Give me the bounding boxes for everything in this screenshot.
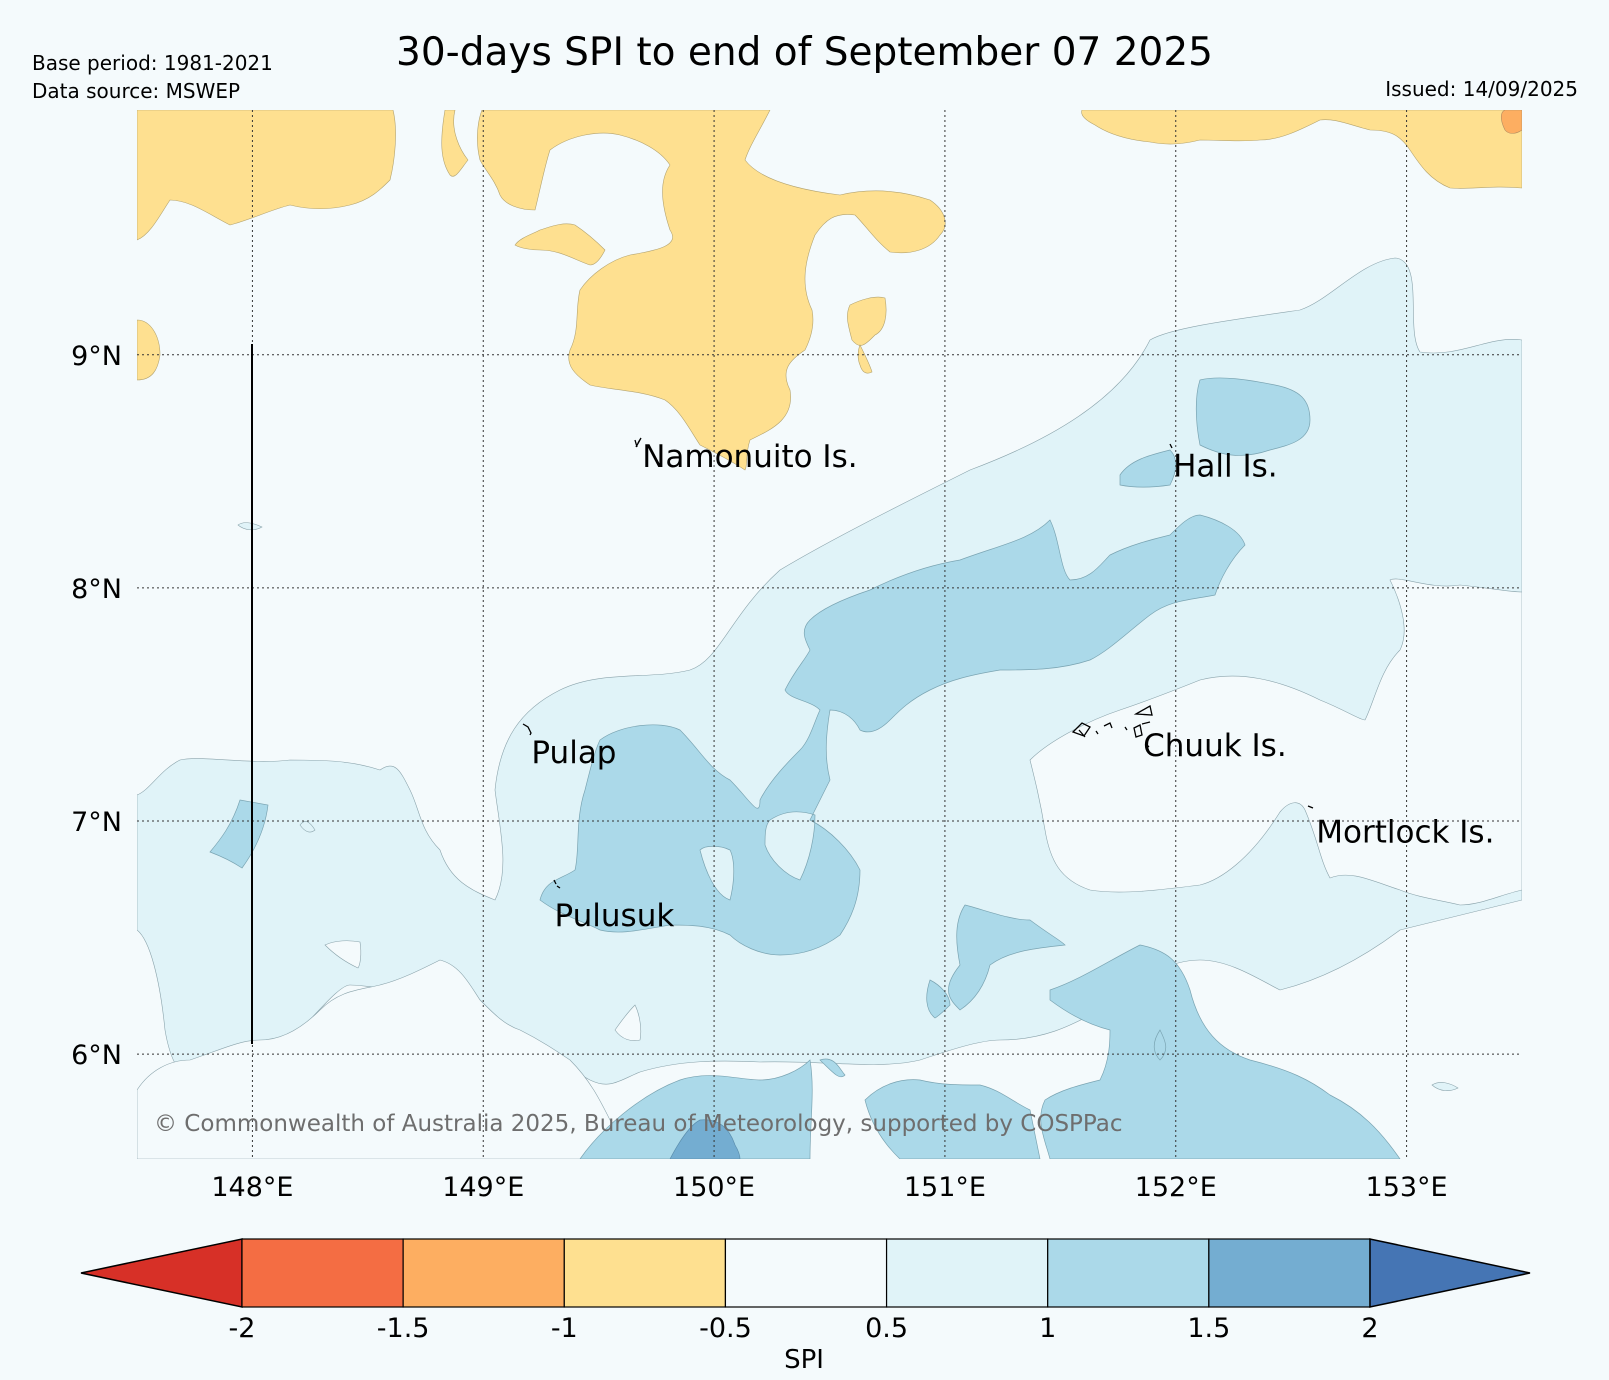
colorbar-tick-label: -0.5 (699, 1313, 752, 1344)
spi-region-1-1.5-patch-b (926, 979, 951, 1019)
colorbar-extend-high (1369, 1238, 1531, 1308)
spi-region-1-1.5-south (1040, 944, 1401, 1159)
colorbar-segment (241, 1238, 404, 1308)
colorbar-label: SPI (784, 1345, 824, 1375)
lon-tick-label: 152°E (1135, 1172, 1217, 1203)
colorbar-tick-label: 1.5 (1187, 1313, 1230, 1344)
data-source-text: Data source: MSWEP (32, 79, 241, 103)
place-label: Pulap (531, 735, 616, 771)
island-chuuk-2 (1071, 722, 1091, 738)
metadata-block: Base period: 1981-2021 Data source: MSWE… (32, 49, 273, 105)
lat-tick-label: 7°N (71, 807, 122, 838)
colorbar-tick-label: 1 (1039, 1313, 1056, 1344)
colorbar-tick-label: -1 (551, 1313, 578, 1344)
island-pulusuk (553, 879, 561, 889)
lat-tick-label: 8°N (71, 574, 122, 605)
map-title: 30-days SPI to end of September 07 2025 (396, 30, 1213, 75)
spi-region-1-1.5-hall (1119, 377, 1311, 488)
colorbar-tick-labels: -2 -1.5 -1 -0.5 0.5 1 1.5 2 (229, 1313, 1379, 1344)
place-label: Hall Is. (1173, 448, 1278, 484)
lon-tick-label: 150°E (673, 1172, 755, 1203)
island-chuuk-6 (1095, 726, 1128, 735)
axis-labels: 148°E 149°E 150°E 151°E 152°E 153°E 9°N 8°N 7°N 6… (71, 341, 1448, 1203)
place-label: Namonuito Is. (642, 439, 857, 475)
spi-region-minus1-minus0.5-northwest (137, 110, 396, 381)
island-mortlock (1307, 805, 1314, 809)
place-label: Mortlock Is. (1316, 814, 1494, 850)
colorbar-tick-label: -1.5 (377, 1313, 430, 1344)
island-chuuk-1 (1133, 704, 1153, 716)
spi-region-near-normal-spot-a (324, 940, 362, 969)
island-hall (1169, 443, 1173, 449)
colorbar-segment (724, 1238, 888, 1308)
colorbar-segment (563, 1238, 727, 1308)
colorbar-segments (80, 1238, 1531, 1308)
colorbar-segment (402, 1238, 565, 1308)
copyright-notice: © Commonwealth of Australia 2025, Bureau… (154, 1111, 1123, 1137)
graticule (137, 110, 1522, 1159)
island-namonuito (634, 437, 642, 448)
island-pulap (522, 723, 532, 736)
issued-date: Issued: 14/09/2025 (1385, 77, 1578, 101)
base-period-text: Base period: 1981-2021 (32, 51, 273, 75)
colorbar-tick-label: -2 (229, 1313, 256, 1344)
spi-region-minus1-minus0.5-north (441, 110, 946, 471)
island-chuuk-3 (1103, 722, 1113, 729)
spi-region-near-normal-chuuk (1029, 578, 1522, 906)
spi-region-1-1.5-patch-a (948, 904, 1066, 1011)
lon-tick-label: 151°E (904, 1172, 986, 1203)
lon-tick-label: 149°E (442, 1172, 524, 1203)
island-chuuk-5 (1141, 721, 1151, 748)
spi-region-0.5-1-spot (237, 522, 1459, 1091)
colorbar-tick-label: 2 (1361, 1313, 1378, 1344)
colorbar-tick-label: 0.5 (865, 1313, 908, 1344)
lon-tick-label: 148°E (211, 1172, 293, 1203)
lat-tick-label: 9°N (71, 341, 122, 372)
spi-region-minus1.5-minus1 (1500, 110, 1522, 134)
island-chuuk-4 (1133, 724, 1143, 738)
spi-region-near-normal-southwest (137, 959, 661, 1159)
colorbar-segment (885, 1238, 1049, 1308)
lat-tick-label: 6°N (71, 1040, 122, 1071)
island-outlines (522, 437, 1314, 889)
spi-shading (137, 110, 1522, 1159)
place-label: Pulusuk (555, 898, 675, 934)
colorbar-segment (1208, 1238, 1371, 1308)
spi-region-1.5-2 (669, 1119, 741, 1159)
colorbar-segment (1047, 1238, 1210, 1308)
spi-region-minus1-minus0.5-northeast (1081, 110, 1522, 189)
spi-region-1-1.5-west (209, 799, 269, 869)
place-label: Chuuk Is. (1143, 728, 1287, 764)
lon-tick-label: 153°E (1366, 1172, 1448, 1203)
place-labels: Namonuito Is. Hall Is. Pulap Chuuk Is. Mortl… (531, 439, 1494, 934)
colorbar-extend-low (80, 1238, 243, 1308)
spi-region-1-1.5-central (539, 514, 1246, 956)
spi-region-near-normal-spot-b (614, 1004, 642, 1041)
